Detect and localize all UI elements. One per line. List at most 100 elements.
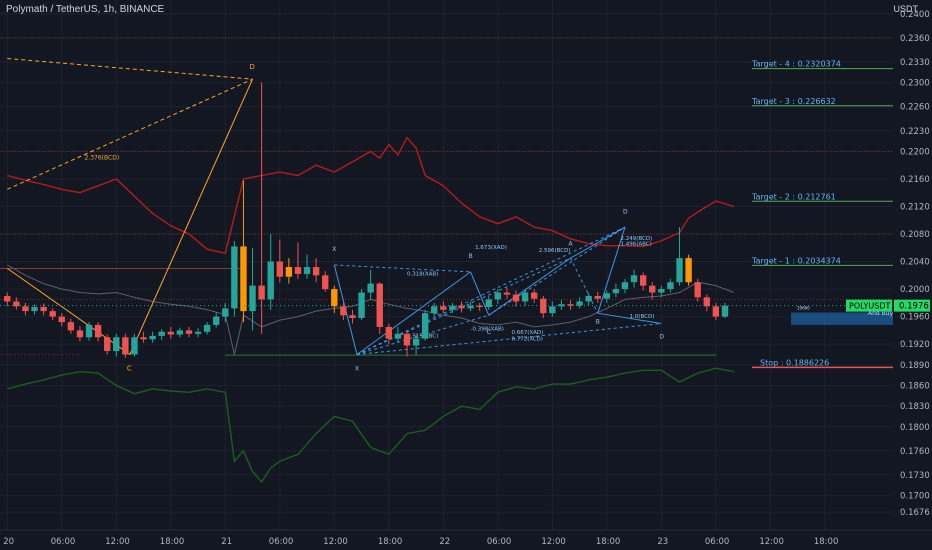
candle	[621, 278, 629, 294]
candle	[385, 323, 392, 345]
chart-title: Polymath / TetherUS, 1h, BINANCE	[6, 4, 165, 15]
candle	[403, 330, 411, 357]
candle	[40, 303, 47, 316]
candle-body	[312, 267, 320, 276]
candle-body	[94, 324, 102, 338]
price-tick-label: 0.2260	[900, 103, 930, 113]
candle-body	[40, 306, 47, 312]
candle	[576, 297, 583, 309]
candle-body	[285, 267, 293, 277]
candle-body	[676, 258, 683, 283]
price-axis-background	[893, 0, 932, 550]
candle-body	[476, 305, 483, 307]
time-tick-label: 06:00	[705, 537, 730, 547]
candle-body	[630, 275, 638, 283]
candle	[394, 326, 402, 343]
candle-body	[149, 335, 156, 340]
candle	[512, 290, 520, 307]
candle	[440, 301, 447, 314]
candle-body	[467, 305, 474, 309]
candle-body	[503, 292, 511, 295]
candle	[76, 326, 84, 342]
candle	[449, 302, 456, 314]
candle-body	[331, 289, 338, 307]
ratio-label: 0.667(XAD)	[511, 330, 543, 336]
candle-body	[385, 326, 392, 339]
price-tick-label: 0.2230	[900, 127, 930, 137]
candle	[494, 289, 502, 305]
candle-body	[612, 289, 620, 294]
time-tick-label: 06:00	[269, 537, 294, 547]
pattern-point-label: C	[127, 364, 132, 372]
symbol-tag-background	[846, 299, 892, 312]
candle-body	[530, 292, 538, 299]
pattern-point-label: A	[569, 241, 574, 248]
candle	[458, 301, 465, 313]
ratio-label: 1.0(BCD)	[630, 314, 655, 320]
candle	[176, 327, 184, 338]
time-tick-label: 18:00	[160, 537, 185, 547]
candle	[667, 278, 674, 293]
candle	[276, 239, 283, 283]
time-tick-label: 12:00	[105, 537, 129, 547]
price-tick-label: 0.2120	[900, 202, 930, 212]
candle	[376, 282, 383, 334]
candle	[630, 269, 638, 288]
candle	[676, 227, 683, 286]
price-tick-label: 0.2040	[900, 258, 930, 268]
candle-body	[576, 301, 583, 306]
candle	[58, 313, 65, 327]
candle-body	[113, 337, 120, 352]
candle-body	[694, 282, 701, 298]
pattern-point-label: B	[596, 319, 600, 326]
candle	[594, 291, 601, 303]
candle	[530, 289, 538, 303]
pattern-point-label: D	[659, 334, 664, 341]
blue-pattern-line	[570, 257, 599, 314]
price-tick-label: 0.1676	[900, 508, 930, 518]
pattern-point-label: D	[623, 208, 628, 215]
candle-body	[512, 294, 520, 302]
time-tick-label: 12:00	[759, 537, 784, 547]
candle-body	[49, 311, 56, 317]
candle	[303, 254, 311, 279]
candle-body	[367, 283, 374, 293]
price-tick-label: 0.1860	[900, 381, 930, 391]
candle-body	[4, 295, 11, 302]
lower-band-line	[7, 367, 735, 483]
candle	[358, 289, 365, 321]
candle	[203, 322, 211, 335]
candle	[585, 292, 592, 306]
time-tick-label: 12:00	[323, 537, 348, 547]
candle	[85, 322, 93, 341]
price-tick-label: 0.1830	[900, 402, 930, 412]
candle	[685, 254, 692, 286]
candle	[258, 82, 265, 334]
candle-body	[58, 316, 65, 323]
candle-body	[303, 267, 311, 274]
candle	[549, 301, 556, 317]
time-tick-label: 18:00	[378, 537, 403, 547]
candle	[222, 302, 229, 323]
blue-pattern-line	[570, 226, 626, 259]
currency-label: USDT	[893, 4, 919, 14]
blue-pattern-line	[334, 264, 471, 273]
candle-body	[258, 285, 265, 300]
candle	[485, 295, 492, 310]
time-tick-label: 22	[439, 537, 450, 547]
candle	[712, 302, 720, 321]
ratio-label: 2.376(BCD)	[84, 155, 119, 162]
candle-body	[158, 331, 165, 336]
price-tick-label: 0.2080	[900, 230, 930, 240]
candle	[231, 240, 238, 317]
candle-body	[440, 306, 447, 310]
entry-zone-label: And Buy	[868, 310, 894, 317]
candle	[158, 329, 165, 341]
candle	[412, 333, 420, 355]
candle-body	[558, 304, 565, 307]
candle	[267, 234, 274, 310]
candle-body	[213, 316, 220, 325]
candle-body	[194, 331, 202, 334]
candle-body	[540, 298, 547, 314]
